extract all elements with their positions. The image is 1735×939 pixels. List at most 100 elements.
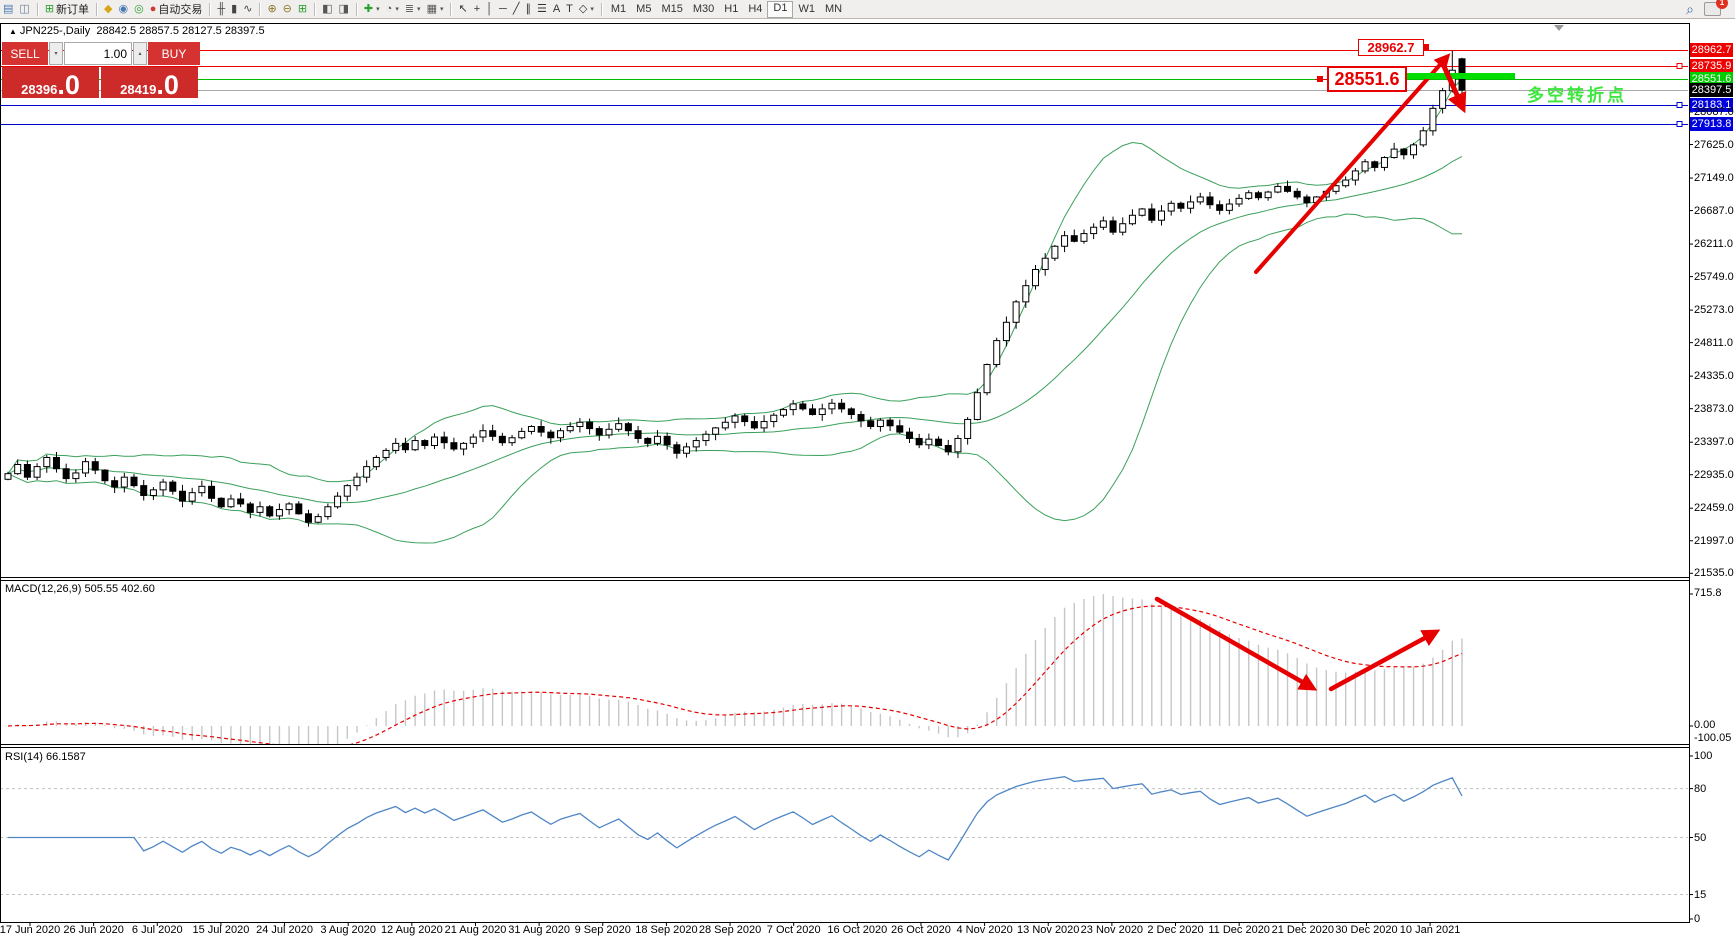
styler-button[interactable]: ◆ bbox=[101, 2, 115, 17]
price-tick-label: 21535.0 bbox=[1694, 567, 1734, 579]
dropdown-caret-icon: ▾ bbox=[376, 6, 380, 13]
date-tick-label: 7 Oct 2020 bbox=[767, 924, 821, 936]
auto-arrange-button[interactable]: ◧ bbox=[319, 2, 335, 17]
rsi-level-label: 0 bbox=[1694, 913, 1701, 925]
volume-decrease-button[interactable]: ▾ bbox=[49, 42, 63, 65]
charts-list-button[interactable]: ▤ bbox=[0, 2, 16, 17]
timeframe-m15[interactable]: M15 bbox=[661, 2, 683, 15]
timeframe-h1[interactable]: H1 bbox=[724, 2, 739, 15]
notification-badge: 1 bbox=[1716, 0, 1728, 9]
buy-price-pips: .0 bbox=[156, 70, 179, 101]
cursor-button[interactable]: ↖ bbox=[455, 2, 470, 17]
sell-button[interactable]: SELL bbox=[2, 42, 48, 65]
candlestick-chart-button[interactable]: ▮ bbox=[228, 2, 240, 17]
dropdown-caret-icon: ▾ bbox=[439, 6, 444, 13]
zoom-out-button[interactable]: ⊖ bbox=[280, 2, 295, 17]
trendline-icon: ╱ bbox=[512, 2, 520, 15]
rsi-level-label: 100 bbox=[1694, 750, 1713, 762]
toolbar-separator bbox=[259, 2, 261, 16]
templates-button[interactable]: ≣ ▾ bbox=[402, 2, 424, 17]
horizontal-line-button[interactable]: ─ bbox=[496, 2, 510, 17]
volume-increase-button[interactable]: ▴ bbox=[133, 42, 147, 65]
date-tick-label: 28 Sep 2020 bbox=[699, 924, 761, 936]
chart-title: ▲ JPN225-,Daily 28842.5 28857.5 28127.5 2… bbox=[7, 25, 267, 37]
macd-zero-label: 0.00 bbox=[1694, 719, 1716, 731]
price-level-badge: 27913.8 bbox=[1690, 117, 1733, 131]
text-label-icon: T bbox=[566, 2, 573, 15]
search-icon[interactable]: ⌕ bbox=[1686, 0, 1694, 17]
sell-price-display[interactable]: 28396.0 bbox=[2, 67, 99, 101]
price-tick-label: 27625.0 bbox=[1694, 139, 1734, 151]
bar-chart-icon: ╫ bbox=[217, 2, 226, 15]
timeframe-w1[interactable]: W1 bbox=[798, 2, 815, 15]
macd-indicator-label: MACD(12,26,9) 505.55 402.60 bbox=[5, 583, 155, 595]
price-tick-label: 25749.0 bbox=[1694, 271, 1734, 283]
date-tick-label: 24 Jul 2020 bbox=[256, 924, 313, 936]
timeframe-m1[interactable]: M1 bbox=[610, 2, 627, 15]
text-button[interactable]: A bbox=[550, 2, 563, 17]
date-tick-label: 2 Dec 2020 bbox=[1147, 924, 1203, 936]
request-button[interactable]: ◉ bbox=[116, 2, 132, 17]
autotrading-button[interactable]: ● 自动交易 bbox=[147, 2, 206, 17]
buy-price-display[interactable]: 28419.0 bbox=[101, 67, 198, 101]
chart-ohlc-values: 28842.5 28857.5 28127.5 28397.5 bbox=[96, 25, 265, 37]
tile-windows-button[interactable]: ⊞ bbox=[295, 2, 310, 17]
crosshair-button[interactable]: + bbox=[471, 2, 483, 17]
sell-price-pips: .0 bbox=[57, 70, 80, 101]
price-level-badge: 28735.9 bbox=[1690, 59, 1733, 73]
turning-point-note[interactable]: 多空转折点 bbox=[1527, 86, 1627, 105]
collapse-arrow-icon[interactable]: ▲ bbox=[9, 27, 17, 36]
periods-button[interactable]: ◔ ▾ bbox=[383, 2, 402, 17]
text-label-button[interactable]: T bbox=[563, 2, 576, 17]
toolbar-separator bbox=[209, 2, 211, 16]
date-tick-label: 9 Sep 2020 bbox=[575, 924, 631, 936]
styler-icon: ◆ bbox=[104, 2, 113, 15]
toolbar-separator bbox=[36, 2, 38, 16]
profiles-button[interactable]: ▦ ▾ bbox=[424, 2, 447, 17]
date-tick-label: 11 Dec 2020 bbox=[1208, 924, 1270, 936]
fibonacci-button[interactable]: ☰ bbox=[534, 2, 550, 17]
timeframe-m30[interactable]: M30 bbox=[692, 2, 715, 15]
timeframe-h4[interactable]: H4 bbox=[748, 2, 763, 15]
sell-price-main: 28396 bbox=[21, 82, 58, 97]
timeframe-m5[interactable]: M5 bbox=[636, 2, 652, 15]
price-level-badge: 28551.6 bbox=[1690, 72, 1733, 86]
add-indicator-button[interactable]: ✚ ▾ bbox=[361, 2, 383, 17]
vertical-line-button[interactable]: │ bbox=[483, 2, 496, 17]
date-tick-label: 21 Aug 2020 bbox=[445, 924, 507, 936]
rsi-level-label: 50 bbox=[1694, 832, 1707, 844]
notifications-icon[interactable]: 1 bbox=[1704, 0, 1728, 16]
support-price-label[interactable]: 28551.6 bbox=[1327, 66, 1407, 92]
equidistant-channel-button[interactable]: ∥ bbox=[522, 2, 534, 17]
chart-shift-button[interactable]: ◨ bbox=[336, 2, 352, 17]
date-tick-label: 6 Jul 2020 bbox=[132, 924, 183, 936]
bar-chart-button[interactable]: ╫ bbox=[214, 2, 228, 17]
price-level-badge: 28962.7 bbox=[1690, 43, 1733, 57]
zoom-in-button[interactable]: ⊕ bbox=[264, 2, 279, 17]
volume-input[interactable] bbox=[64, 42, 132, 65]
vertical-line-icon: │ bbox=[486, 2, 494, 15]
timeframe-mn[interactable]: MN bbox=[824, 2, 843, 15]
date-tick-label: 30 Dec 2020 bbox=[1335, 924, 1397, 936]
rsi-level-label: 80 bbox=[1694, 783, 1707, 795]
trendline-button[interactable]: ╱ bbox=[510, 2, 523, 17]
data-window-button[interactable]: ◫ bbox=[16, 2, 32, 17]
timeframe-d1[interactable]: D1 bbox=[767, 0, 794, 18]
price-axis: 28962.7 28735.9 28551.6 28397.5 28183.1 27913… bbox=[1689, 0, 1735, 939]
date-tick-label: 16 Oct 2020 bbox=[827, 924, 887, 936]
shapes-button[interactable]: ◇ ▾ bbox=[576, 2, 597, 17]
templates-icon: ≣ bbox=[404, 2, 415, 15]
buy-button[interactable]: BUY bbox=[148, 42, 200, 65]
horizontal-line-icon: ─ bbox=[499, 2, 507, 15]
price-tick-label: 26211.0 bbox=[1694, 238, 1733, 250]
cursor-icon: ↖ bbox=[458, 2, 468, 15]
fibonacci-icon: ☰ bbox=[536, 2, 547, 15]
new-order-label: 新订单 bbox=[56, 4, 90, 16]
resistance-price-label[interactable]: 28962.7 bbox=[1358, 39, 1424, 56]
signals-button[interactable]: ◎ bbox=[131, 2, 147, 17]
price-tick-label: 21997.0 bbox=[1694, 535, 1734, 547]
line-chart-button[interactable]: ∿ bbox=[240, 2, 255, 17]
new-order-button[interactable]: ⊞ 新订单 bbox=[42, 2, 92, 17]
